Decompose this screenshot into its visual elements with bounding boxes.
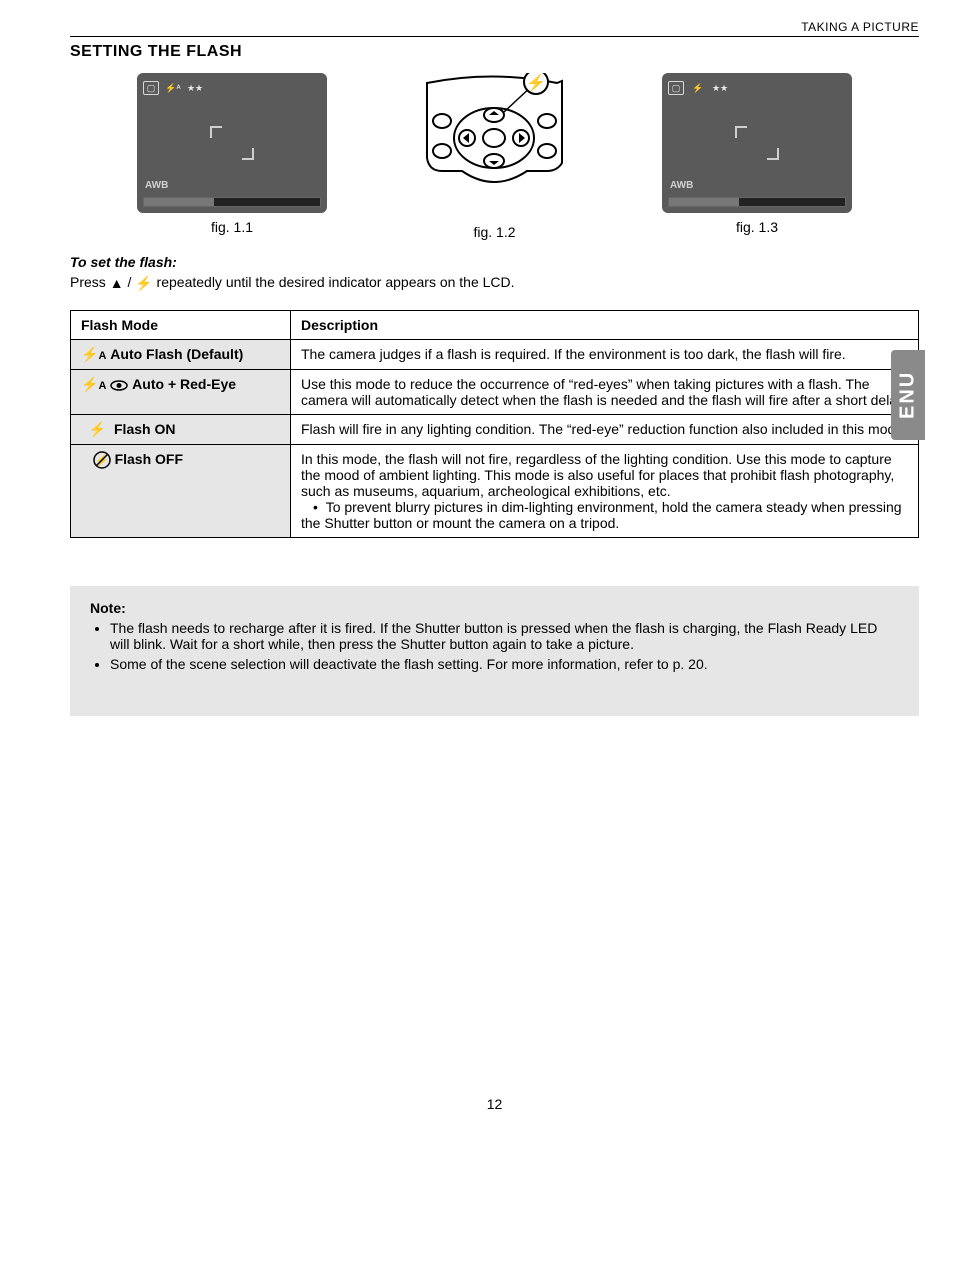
page-title: SETTING THE FLASH (70, 43, 919, 61)
mode-desc-text: In this mode, the flash will not fire, r… (301, 451, 894, 499)
figure-row: ▢ ⚡ᴬ ★★ AWB fig. 1.1 (70, 73, 919, 240)
mode-cell-off: ⚡ Flash OFF (71, 444, 291, 537)
note-title: Note: (90, 600, 899, 616)
mode-cell-redeye: ⚡A Auto + Red-Eye (71, 369, 291, 414)
mode-label: Auto Flash (Default) (110, 346, 243, 362)
flash-mode-table: Flash Mode Description ⚡A Auto Flash (De… (70, 310, 919, 538)
flash-on-icon: ⚡ (89, 421, 106, 437)
language-tab: ENU (891, 350, 925, 440)
flash-status-icon: ⚡ᴬ (165, 81, 181, 95)
fig-2-caption: fig. 1.2 (473, 224, 515, 240)
instr-text-mid: / (127, 274, 131, 290)
note-list: The flash needs to recharge after it is … (90, 620, 899, 672)
mode-desc: Flash will fire in any lighting conditio… (291, 414, 919, 444)
note-item: Some of the scene selection will deactiv… (110, 656, 899, 672)
quality-icon: ★★ (712, 81, 728, 95)
figure-3: ▢ ⚡ ★★ AWB fig. 1.3 (662, 73, 852, 240)
focus-brackets (210, 126, 254, 160)
flash-icon: ⚡ (135, 275, 152, 292)
note-item: The flash needs to recharge after it is … (110, 620, 899, 652)
zoom-bar (668, 197, 846, 207)
table-row: ⚡A Auto + Red-Eye Use this mode to reduc… (71, 369, 919, 414)
instr-text-start: Press (70, 274, 106, 290)
mode-desc: The camera judges if a flash is required… (291, 339, 919, 369)
mode-label: Flash OFF (115, 451, 183, 467)
mode-cell-auto: ⚡A Auto Flash (Default) (71, 339, 291, 369)
camera-mode-icon: ▢ (668, 81, 684, 95)
col-description: Description (291, 310, 919, 339)
mode-desc: Use this mode to reduce the occurrence o… (291, 369, 919, 414)
fig-3-caption: fig. 1.3 (736, 219, 778, 235)
table-row: ⚡ Flash OFF In this mode, the flash will… (71, 444, 919, 537)
instr-text-end: repeatedly until the desired indicator a… (157, 274, 515, 290)
table-row: ⚡A Auto Flash (Default) The camera judge… (71, 339, 919, 369)
col-flash-mode: Flash Mode (71, 310, 291, 339)
page-header: TAKING A PICTURE (70, 20, 919, 37)
mode-label: Flash ON (114, 421, 175, 437)
awb-label: AWB (670, 180, 693, 191)
figure-2: ⚡ fig. 1.2 (407, 73, 582, 240)
svg-text:⚡: ⚡ (526, 73, 546, 92)
flash-status-icon: ⚡ (690, 81, 706, 95)
note-box: Note: The flash needs to recharge after … (70, 586, 919, 716)
table-header-row: Flash Mode Description (71, 310, 919, 339)
flash-auto-redeye-icon: ⚡ (81, 376, 98, 392)
fig-1-caption: fig. 1.1 (211, 219, 253, 235)
flash-off-icon: ⚡ (93, 451, 111, 469)
fig-2-diagram: ⚡ (407, 73, 582, 218)
flash-auto-icon: ⚡ (81, 346, 98, 362)
zoom-bar (143, 197, 321, 207)
figure-1: ▢ ⚡ᴬ ★★ AWB fig. 1.1 (137, 73, 327, 240)
bullet-text: To prevent blurry pictures in dim-lighti… (301, 499, 902, 531)
table-row: ⚡ Flash ON Flash will fire in any lighti… (71, 414, 919, 444)
up-arrow-icon: ▲ (110, 275, 124, 291)
camera-mode-icon: ▢ (143, 81, 159, 95)
instruction-heading: To set the flash: (70, 254, 919, 270)
focus-brackets (735, 126, 779, 160)
eye-icon (110, 380, 128, 391)
page-number: 12 (70, 1096, 919, 1112)
mode-label: Auto + Red-Eye (132, 376, 236, 392)
mode-desc: In this mode, the flash will not fire, r… (291, 444, 919, 537)
fig-3-image: ▢ ⚡ ★★ AWB (662, 73, 852, 213)
quality-icon: ★★ (187, 81, 203, 95)
mode-desc-bullet: • To prevent blurry pictures in dim-ligh… (301, 499, 902, 531)
awb-label: AWB (145, 180, 168, 191)
instruction-line: Press ▲ / ⚡ repeatedly until the desired… (70, 274, 919, 292)
mode-cell-on: ⚡ Flash ON (71, 414, 291, 444)
fig-1-image: ▢ ⚡ᴬ ★★ AWB (137, 73, 327, 213)
